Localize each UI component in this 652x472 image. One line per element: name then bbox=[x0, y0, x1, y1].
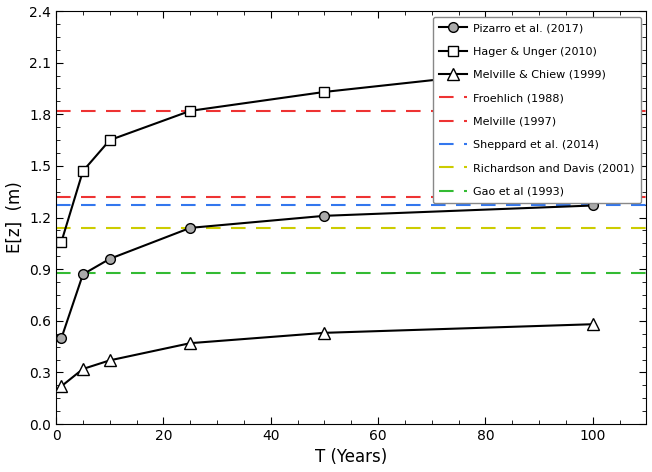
Y-axis label: E[z]  (m): E[z] (m) bbox=[6, 182, 23, 253]
X-axis label: T (Years): T (Years) bbox=[315, 448, 387, 466]
Legend: Pizarro et al. (2017), , Hager & Unger (2010), , Melville & Chiew (1999), , Froe: Pizarro et al. (2017), , Hager & Unger (… bbox=[433, 17, 641, 203]
